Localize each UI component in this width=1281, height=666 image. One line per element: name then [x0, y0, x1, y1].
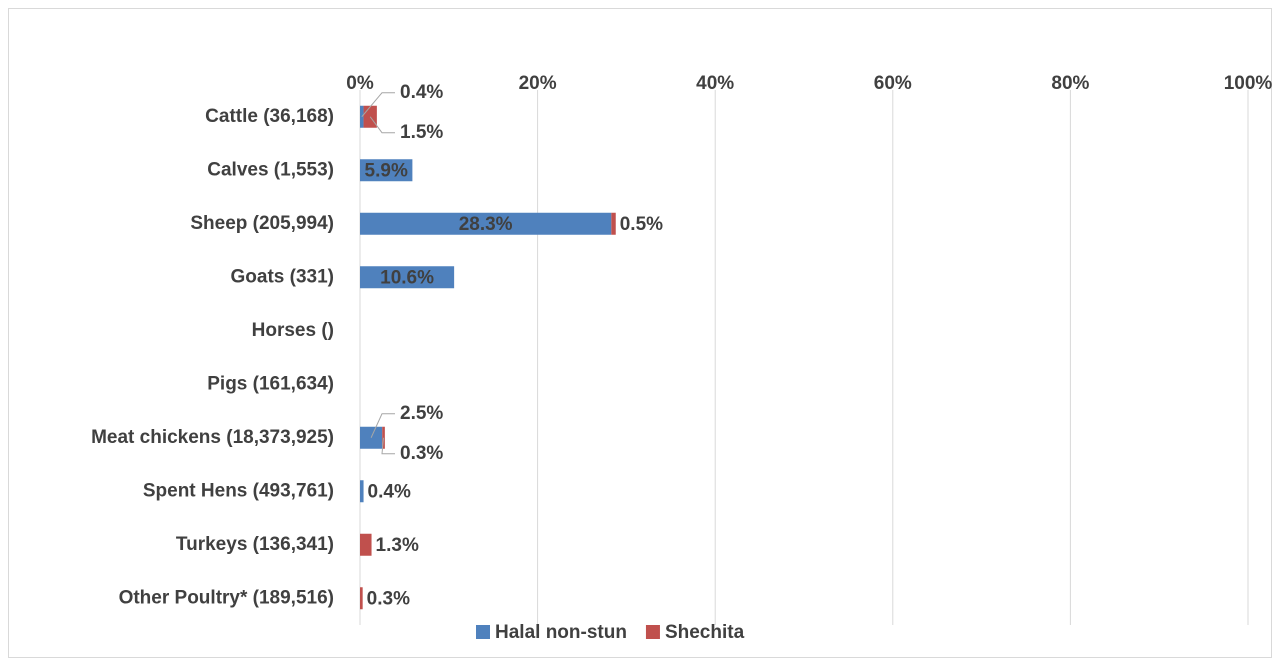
y-tick-label: Turkeys (136,341) — [176, 534, 334, 555]
data-label: 1.5% — [400, 122, 443, 143]
y-tick-label: Other Poultry* (189,516) — [119, 587, 334, 608]
leader-line — [370, 413, 395, 438]
leader-line — [361, 92, 395, 118]
y-tick-label: Pigs (161,634) — [207, 373, 334, 394]
y-tick-label: Goats (331) — [231, 266, 334, 287]
x-tick-label: 100% — [1224, 73, 1273, 94]
x-tick-label: 60% — [874, 73, 912, 94]
legend-swatch — [645, 625, 660, 639]
bar — [360, 533, 372, 556]
data-label: 2.5% — [400, 403, 443, 424]
x-tick-label: 0% — [346, 73, 374, 94]
x-tick-label: 80% — [1051, 73, 1089, 94]
y-tick-label: Meat chickens (18,373,925) — [91, 427, 334, 448]
data-label: 10.6% — [380, 267, 434, 288]
bar — [360, 159, 413, 182]
bar — [360, 480, 364, 503]
y-tick-label: Horses () — [252, 320, 334, 341]
chart-border — [8, 8, 1272, 658]
x-tick-label: 20% — [519, 73, 557, 94]
y-tick-label: Cattle (36,168) — [205, 106, 334, 127]
leader-line — [369, 116, 395, 134]
y-tick-label: Calves (1,553) — [207, 159, 334, 180]
data-label: 0.3% — [400, 443, 443, 464]
legend-label: Shechita — [665, 622, 745, 643]
data-label: 1.3% — [376, 535, 419, 556]
bar — [360, 212, 612, 235]
bar — [611, 212, 616, 235]
data-label: 5.9% — [365, 160, 408, 181]
data-label: 0.5% — [620, 214, 663, 235]
legend-swatch — [476, 625, 490, 639]
bar — [360, 587, 363, 610]
bar — [360, 266, 455, 289]
leader-line — [381, 437, 395, 455]
x-tick-label: 40% — [696, 73, 734, 94]
data-label: 0.4% — [400, 82, 443, 103]
y-tick-label: Spent Hens (493,761) — [143, 480, 334, 501]
data-label: 28.3% — [459, 214, 513, 235]
y-tick-label: Sheep (205,994) — [190, 213, 334, 234]
data-label: 0.4% — [368, 481, 411, 502]
data-label: 0.3% — [367, 588, 410, 609]
legend-label: Halal non-stun — [495, 622, 627, 643]
